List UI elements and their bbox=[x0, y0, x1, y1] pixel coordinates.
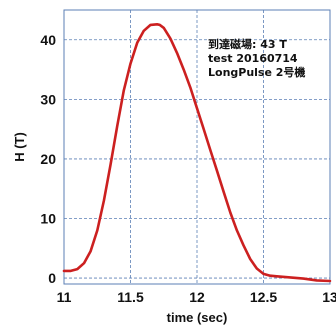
series-line-field bbox=[62, 23, 332, 283]
x-tick-label: 12.5 bbox=[250, 289, 277, 305]
y-tick-labels: 0 10 20 30 40 bbox=[40, 32, 56, 286]
y-tick-label: 40 bbox=[40, 32, 56, 48]
x-axis-label: time (sec) bbox=[167, 310, 228, 325]
annotation-line-2: test 20160714 bbox=[208, 52, 298, 65]
annotation-line-1: 到達磁場: 43 T bbox=[208, 37, 287, 51]
y-axis-label: H (T) bbox=[12, 132, 27, 162]
plot-frame bbox=[63, 9, 331, 285]
annotation-line-3: LongPulse 2号機 bbox=[208, 65, 305, 79]
x-tick-labels: 11 11.5 12 12.5 13 bbox=[57, 289, 336, 305]
annotation-box: 到達磁場: 43 T test 20160714 LongPulse 2号機 bbox=[208, 37, 305, 79]
y-tick-label: 0 bbox=[48, 270, 56, 286]
x-tick-label: 11.5 bbox=[117, 289, 144, 305]
x-tick-label: 11 bbox=[57, 289, 72, 305]
y-tick-label: 10 bbox=[40, 210, 56, 226]
y-tick-label: 20 bbox=[40, 151, 56, 167]
x-tick-label: 12 bbox=[189, 289, 205, 305]
y-tick-label: 30 bbox=[40, 91, 56, 107]
x-tick-label: 13 bbox=[322, 289, 336, 305]
